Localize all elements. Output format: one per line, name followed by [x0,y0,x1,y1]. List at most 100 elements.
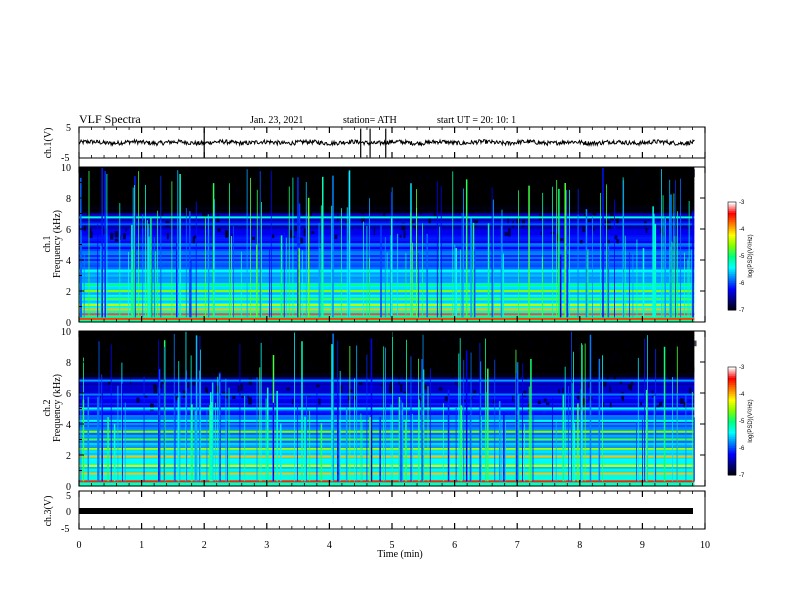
ch2-spectrogram-heatmap-row [79,474,695,477]
ch2-spectrogram-band [79,407,695,410]
ch2-spectrogram-noise-cell [136,397,140,403]
ch1-spectrogram-noise-cell [507,228,511,237]
ch2-spectrogram-noise-cell [230,354,233,359]
ch1-colorbar-cell [728,286,736,289]
ch2-spectrogram-heatmap-row [79,484,695,487]
ch2-colorbar-cell [728,466,736,469]
ch1-spectrogram-heatmap-row [79,214,695,218]
ch1-spectrogram-noise-cell [301,208,306,216]
ch1-spectrogram-noise-cell [89,193,91,200]
ch2-colorbar-cell [728,404,736,408]
ch1-spectrogram-noise-cell [589,169,592,174]
ch3-ytick-mid: 0 [66,507,71,518]
ch1-spectrogram-noise-cell [234,187,238,195]
ch2-spectrogram-noise-cell [186,382,190,388]
ch2-spectrogram-heatmap-row [79,368,695,372]
ch2-spectrogram-noise-cell [479,355,483,362]
ch2-spectrogram-noise-cell [463,341,466,344]
ch1-spectrogram-ytick-label: 4 [66,256,71,267]
ch2-spectrogram-ylabel-frequency: Frequency (kHz) [52,374,63,442]
ch2-spectrogram-noise-cell [268,336,273,345]
ch1-colorbar-cell [728,232,736,235]
ch2-spectrogram-ytick-label: 2 [66,451,71,462]
ch1-spectrogram-noise-cell [588,193,593,197]
ch2-spectrogram-noise-cell [108,369,111,377]
ch2-spectrogram-noise-cell [107,347,109,352]
ch1-colorbar-cell [728,274,736,277]
ch2-spectrogram-noise-cell [656,405,660,408]
ch2-spectrogram-noise-cell [394,373,398,378]
ch2-spectrogram-heatmap-row [79,350,695,354]
ch1-spectrogram-noise-cell [194,235,197,239]
ch1-spectrogram-noise-cell [196,171,198,176]
ch1-spectrogram-noise-cell [426,175,431,178]
ch2-colorbar-cell [728,397,736,400]
ch1-colorbar-cell [728,209,736,212]
ch1-spectrogram-heatmap-row [79,294,695,297]
ch2-spectrogram-heatmap-row [79,418,695,422]
ch1-spectrogram-noise-cell [616,218,619,225]
ch2-colorbar-cell [728,385,736,388]
ch1-spectrogram-heatmap-row [79,236,695,240]
ch1-spectrogram-noise-cell [427,186,430,193]
ch1-spectrogram-noise-cell [418,173,422,181]
ch1-spectrogram-noise-cell [599,205,601,209]
ch2-spectrogram-noise-cell [548,358,553,363]
ch1-spectrogram-heatmap-row [79,182,695,186]
ch1-spectrogram-noise-cell [164,187,168,193]
ch1-colorbar-cell [728,304,736,307]
ch1-spectrogram-heatmap-row [79,200,695,204]
ch2-colorbar-tick: -5 [739,419,745,425]
ch1-spectrogram-noise-cell [145,189,148,196]
ch2-spectrogram-noise-cell [528,340,532,345]
ch2-spectrogram-noise-cell [308,362,312,369]
ch1-spectrogram-noise-cell [560,238,564,242]
ch2-spectrogram-heatmap-row [79,360,695,364]
ch1-spectrogram-noise-cell [264,186,267,191]
ch2-spectrogram-noise-cell [657,356,660,364]
ch1-spectrogram-noise-cell [608,240,610,246]
ch2-colorbar-cell [728,379,736,382]
ch2-spectrogram-noise-cell [167,351,170,355]
ch2-spectrogram-noise-cell [389,383,393,389]
ch1-spectrogram-noise-cell [630,173,633,181]
ch2-spectrogram-noise-cell [576,393,580,399]
ch2-spectrogram-heatmap-row [79,390,695,394]
ch1-spectrogram-heatmap-row [79,186,695,190]
ch1-spectrogram-noise-cell [255,176,258,180]
ch1-spectrogram-noise-cell [461,191,465,197]
ch2-colorbar-cell [728,412,736,415]
ch1-spectrogram-ytick-label: 6 [66,225,71,236]
ch1-spectrogram-heatmap-row [79,206,695,210]
ch1-spectrogram-heatmap-row [79,210,695,214]
ch2-spectrogram-noise-cell [624,342,627,346]
ch1-spectrogram-noise-cell [454,187,457,191]
ch1-spectrogram-band [79,269,695,272]
ch2-spectrogram-noise-cell [223,350,226,356]
ch2-spectrogram-noise-cell [659,367,662,372]
ch2-colorbar-tick: -4 [739,392,745,398]
ch1-colorbar: -3 -4 -5 -6 -7 log(PSD)(V²/Hz) [727,200,754,314]
ch2-spectrogram-noise-cell [369,335,372,341]
ch2-spectrogram-heatmap-row [79,356,695,360]
ch2-spectrogram-heatmap-row [79,458,695,461]
ch2-spectrogram-noise-cell [116,343,121,348]
ch2-spectrogram-noise-cell [451,374,454,378]
ch1-spectrogram-noise-cell [233,179,235,183]
ch1-spectrogram-noise-cell [126,194,129,199]
time-axis-ticks [78,127,706,529]
ch1-spectrogram-noise-cell [401,222,406,231]
ch2-spectrogram-noise-cell [241,393,244,399]
ch2-spectrogram-heatmap-row [79,466,695,469]
ch1-spectrogram-noise-cell [527,179,530,187]
time-axis-labels: 0 1 2 3 4 5 6 7 8 9 10 [77,540,711,551]
ch2-spectrogram-noise-cell [609,386,611,393]
ch2-colorbar-cell [728,439,736,442]
ch2-spectrogram-noise-cell [349,389,353,393]
ch1-spectrogram-noise-cell [125,228,127,232]
ch2-spectrogram-noise-cell [159,376,162,380]
ch1-colorbar-cell [728,295,736,298]
ch2-spectrogram-noise-cell [335,361,337,367]
ch1-ytick-top: 5 [66,123,71,134]
ch2-spectrogram-noise-cell [403,391,407,395]
